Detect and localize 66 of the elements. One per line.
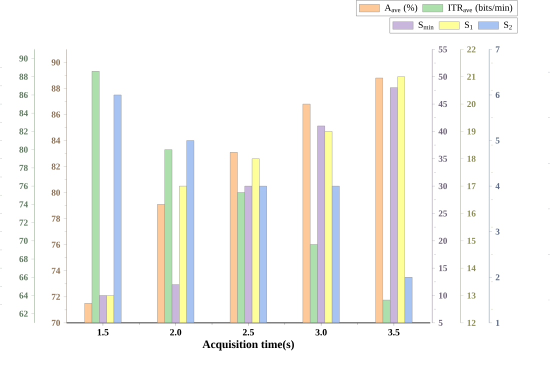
y2-tick-label: 21 <box>467 74 476 80</box>
y3-tick-label: 6 <box>496 92 500 98</box>
x-axis-title: Acquisition time(s) <box>202 340 294 350</box>
y2-tick-label: 72 <box>20 219 28 226</box>
y-tick-label: 25 <box>438 210 448 216</box>
y-tick-label: 90 <box>52 59 60 66</box>
y3-tick-label: 4 <box>495 182 500 189</box>
y-tick-label: 76 <box>52 241 60 248</box>
y-tick-label: 35 <box>438 156 448 162</box>
y2-tick-label: 78 <box>20 164 28 171</box>
y-tick-label: 70 <box>52 320 60 326</box>
x-tick-label: 3.5 <box>388 328 400 336</box>
y2-tick-label: 74 <box>20 201 28 208</box>
legend-label: S$_{2}$ <box>504 21 512 30</box>
y2-tick-label: 14 <box>468 264 476 271</box>
y2-tick-label: 70 <box>20 238 28 244</box>
y3-tick-label: 1 <box>496 320 500 326</box>
y-tick-label: 72 <box>52 294 60 300</box>
x-tick-label: 2.5 <box>242 328 254 336</box>
y2-tick-label: 80 <box>19 146 28 152</box>
y-tick-label: 88 <box>52 85 60 92</box>
y2-tick-label: 76 <box>20 182 28 189</box>
y2-tick-label: 20 <box>467 100 476 107</box>
y2-tick-label: 18 <box>468 155 476 162</box>
y2-tick-label: 62 <box>19 310 28 317</box>
y2-tick-label: 19 <box>468 128 476 134</box>
y2-tick-label: 90 <box>19 55 28 62</box>
y-tick-label: 80 <box>52 189 60 196</box>
y-tick-label: 82 <box>52 163 60 170</box>
y2-tick-label: 12 <box>468 320 476 326</box>
y2-tick-label: 66 <box>19 274 28 280</box>
y2-tick-label: 84 <box>19 110 28 116</box>
y2-tick-label: 64 <box>19 292 28 298</box>
y2-tick-label: 22 <box>467 46 476 52</box>
y-tick-label: 30 <box>438 182 448 189</box>
legend-label: S$_{min}$ <box>418 21 434 30</box>
y2-tick-label: 68 <box>19 256 28 262</box>
y2-tick-label: 82 <box>19 128 28 134</box>
y-tick-label: 84 <box>52 137 60 144</box>
y2-tick-label: 13 <box>468 292 476 298</box>
legend-label: S$_{1}$ <box>464 21 473 30</box>
y-tick-label: 45 <box>438 100 448 107</box>
y-tick-label: 10 <box>439 292 448 298</box>
y3-tick-label: 3 <box>496 228 500 234</box>
y-tick-label: 5 <box>438 320 443 326</box>
y-tick-label: 40 <box>438 128 448 134</box>
x-tick-label: 1.5 <box>98 328 109 336</box>
y-tick-label: 15 <box>439 264 448 271</box>
y2-tick-label: 16 <box>468 210 476 216</box>
y3-tick-label: 2 <box>496 274 500 280</box>
y3-tick-label: 5 <box>496 137 500 144</box>
y2-tick-label: 15 <box>468 238 476 244</box>
y-tick-label: 78 <box>52 215 60 222</box>
x-tick-label: 3.0 <box>316 328 327 336</box>
y2-tick-label: 88 <box>19 73 28 80</box>
y2-tick-label: 17 <box>468 182 476 189</box>
y2-tick-label: 86 <box>19 92 28 98</box>
y-tick-label: 74 <box>52 268 60 274</box>
y3-tick-label: 7 <box>496 46 500 52</box>
legend-label: A$_{ave}$ (%) <box>384 4 418 13</box>
y-tick-label: 20 <box>438 238 448 244</box>
y-tick-label: 86 <box>52 111 60 118</box>
y-tick-label: 55 <box>438 46 448 52</box>
legend-label: ITR$_{ave}$ (bits/min) <box>448 4 512 13</box>
y-tick-label: 50 <box>438 73 448 80</box>
x-tick-label: 2.0 <box>170 328 182 336</box>
